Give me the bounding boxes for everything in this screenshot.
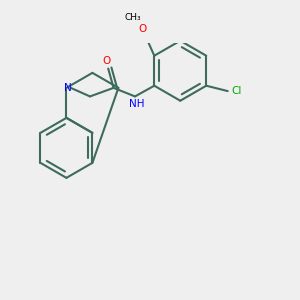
Text: O: O <box>138 24 147 34</box>
Text: O: O <box>102 56 110 66</box>
Text: CH₃: CH₃ <box>124 13 141 22</box>
Text: Cl: Cl <box>231 86 242 96</box>
Text: NH: NH <box>129 99 145 109</box>
Text: N: N <box>64 83 71 93</box>
